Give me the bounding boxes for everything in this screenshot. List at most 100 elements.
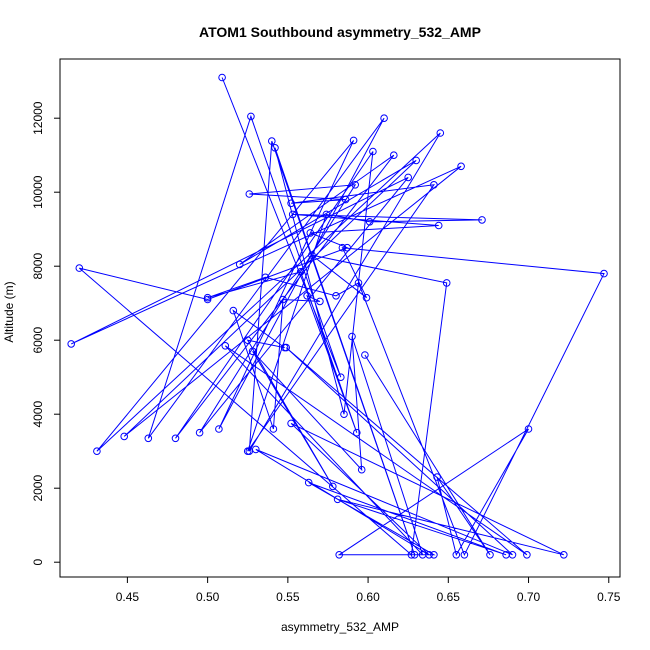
data-point bbox=[203, 293, 212, 302]
data-point bbox=[600, 269, 608, 278]
data-point bbox=[354, 279, 363, 287]
data-point bbox=[353, 428, 361, 437]
data-point bbox=[369, 147, 377, 156]
data-point bbox=[433, 473, 441, 481]
chart-title: ATOM1 Southbound asymmetry_532_AMP bbox=[199, 24, 481, 40]
x-tick-label: 0.50 bbox=[196, 590, 220, 604]
data-point bbox=[329, 482, 337, 491]
y-tick-label: 0 bbox=[31, 559, 45, 566]
data-point bbox=[215, 425, 223, 433]
data-point bbox=[333, 495, 342, 504]
data-point bbox=[335, 551, 344, 559]
data-point bbox=[457, 162, 465, 171]
data-point bbox=[338, 243, 347, 252]
data-point bbox=[245, 190, 254, 198]
data-point bbox=[351, 181, 360, 189]
y-axis: 0 2000 4000 6000 8000 10000 12000 bbox=[31, 101, 61, 566]
data-point bbox=[221, 342, 230, 350]
data-point bbox=[287, 199, 295, 208]
data-point bbox=[380, 114, 388, 122]
x-axis: 0.45 0.50 0.55 0.60 0.65 0.70 0.75 bbox=[116, 576, 621, 604]
x-tick-label: 0.45 bbox=[116, 590, 140, 604]
data-point bbox=[287, 419, 295, 428]
data-point bbox=[75, 264, 84, 272]
x-tick-label: 0.70 bbox=[517, 590, 541, 604]
data-point bbox=[337, 373, 345, 382]
data-point bbox=[523, 551, 531, 559]
data-point bbox=[144, 434, 153, 443]
data-point bbox=[390, 151, 398, 159]
data-point bbox=[442, 279, 451, 287]
x-tick-label: 0.60 bbox=[356, 590, 380, 604]
data-point bbox=[412, 156, 421, 165]
data-point bbox=[343, 243, 352, 252]
data-point bbox=[67, 340, 75, 348]
data-point bbox=[271, 144, 279, 152]
data-point bbox=[365, 218, 374, 226]
data-point bbox=[296, 268, 305, 276]
data-point bbox=[261, 273, 270, 282]
data-point bbox=[524, 425, 533, 433]
x-tick-label: 0.65 bbox=[437, 590, 461, 604]
data-point bbox=[486, 551, 494, 559]
data-point bbox=[235, 260, 244, 269]
data-point bbox=[243, 447, 252, 456]
data-point bbox=[279, 295, 287, 304]
data-point bbox=[218, 73, 226, 82]
data-point bbox=[340, 410, 348, 419]
y-axis-label: Altitude (m) bbox=[2, 281, 16, 342]
series-points bbox=[67, 73, 608, 559]
y-tick-label: 6000 bbox=[31, 327, 45, 354]
y-tick-label: 8000 bbox=[31, 253, 45, 280]
data-point bbox=[229, 306, 238, 315]
data-point bbox=[404, 173, 413, 182]
data-point bbox=[361, 351, 369, 359]
data-point bbox=[306, 229, 315, 237]
data-point bbox=[430, 181, 438, 189]
data-point bbox=[478, 216, 486, 224]
y-tick-label: 4000 bbox=[31, 401, 45, 428]
data-point bbox=[303, 292, 311, 300]
data-point bbox=[308, 251, 316, 259]
data-point bbox=[357, 465, 366, 474]
data-point bbox=[195, 428, 204, 437]
data-point bbox=[362, 293, 371, 302]
series-line bbox=[70, 77, 605, 557]
x-axis-label: asymmetry_532_AMP bbox=[281, 620, 399, 634]
y-tick-label: 12000 bbox=[31, 101, 45, 135]
data-point bbox=[430, 551, 438, 559]
data-point bbox=[269, 425, 278, 433]
x-tick-label: 0.75 bbox=[597, 590, 621, 604]
data-point bbox=[322, 210, 331, 219]
x-tick-label: 0.55 bbox=[276, 590, 300, 604]
data-point bbox=[332, 292, 340, 300]
data-point bbox=[288, 210, 297, 219]
data-point bbox=[348, 332, 356, 341]
data-point bbox=[282, 343, 291, 352]
data-point bbox=[120, 432, 128, 441]
data-point bbox=[460, 551, 469, 559]
data-point bbox=[341, 195, 350, 204]
data-point bbox=[349, 136, 358, 145]
data-point bbox=[436, 129, 445, 137]
data-point bbox=[247, 112, 255, 121]
series-lines bbox=[70, 77, 605, 557]
data-point bbox=[243, 336, 252, 345]
data-point bbox=[268, 137, 276, 145]
y-tick-label: 10000 bbox=[31, 175, 45, 209]
data-point bbox=[425, 551, 433, 559]
data-point bbox=[407, 551, 416, 559]
data-point bbox=[171, 434, 180, 443]
data-point bbox=[502, 551, 510, 559]
y-tick-label: 2000 bbox=[31, 475, 45, 502]
data-point bbox=[93, 447, 101, 456]
data-point bbox=[452, 551, 461, 559]
data-point bbox=[316, 297, 324, 306]
data-point bbox=[560, 551, 568, 559]
data-point bbox=[304, 478, 313, 487]
data-point bbox=[248, 347, 257, 356]
data-point bbox=[410, 551, 419, 559]
data-point bbox=[434, 221, 443, 230]
data-point bbox=[252, 445, 260, 454]
